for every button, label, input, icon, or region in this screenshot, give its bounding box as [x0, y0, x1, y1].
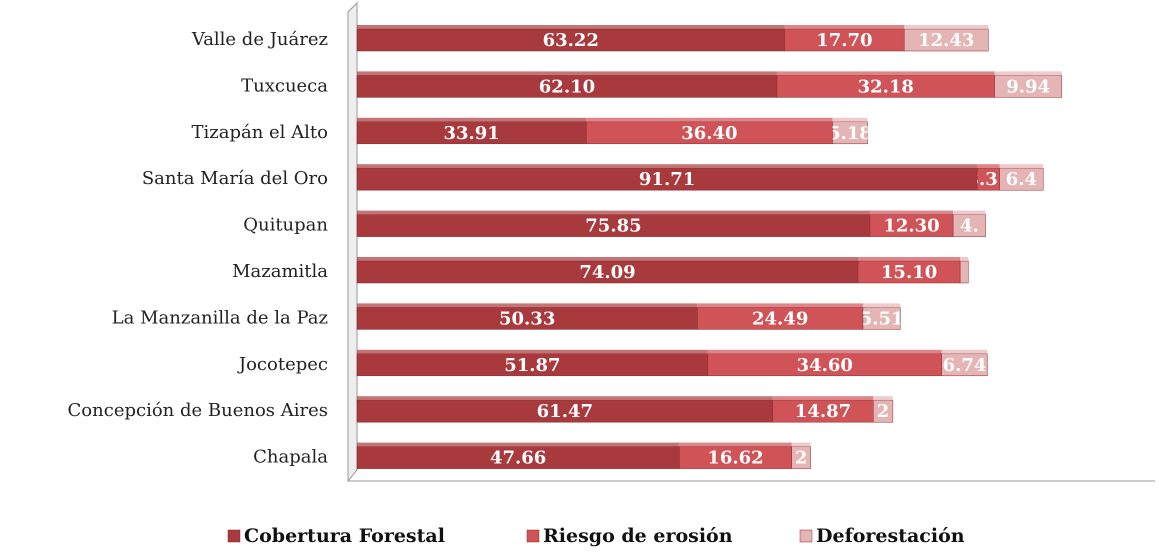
y-tick-label: Chapala — [253, 447, 328, 468]
bar-top — [873, 396, 893, 401]
y-tick-label: Valle de Juárez — [191, 29, 328, 50]
bar-top — [357, 257, 859, 261]
legend-swatch — [227, 529, 241, 543]
bar-top — [999, 164, 1044, 169]
bar-top — [357, 164, 978, 169]
bar-top — [858, 257, 961, 261]
value-label: 5.18 — [828, 123, 872, 144]
bar-top — [357, 442, 680, 447]
bar-top — [977, 164, 1000, 169]
y-tick-label: Jocotepec — [237, 354, 328, 375]
value-label: 14.87 — [795, 401, 851, 422]
bar-top — [707, 349, 942, 354]
value-label: 2 — [795, 448, 808, 469]
value-label: 9.94 — [1006, 76, 1050, 97]
y-tick-label: Santa María del Oro — [142, 168, 328, 189]
legend-swatch — [526, 529, 540, 543]
y-tick-label: Quitupan — [243, 215, 328, 236]
value-label: 61.47 — [537, 401, 593, 422]
value-label: 12.30 — [883, 216, 939, 237]
value-label: 17.70 — [816, 30, 872, 51]
bar-top — [862, 303, 901, 308]
bar-top — [869, 210, 954, 215]
bar-top — [357, 117, 587, 122]
y-tick-label: Mazamitla — [232, 261, 328, 282]
value-label: 51.87 — [504, 355, 560, 376]
bar-top — [357, 210, 870, 215]
y-tick-label: La Manzanilla de la Paz — [112, 307, 328, 328]
value-label: 32.18 — [858, 76, 914, 97]
value-label: 5.51 — [860, 308, 904, 329]
value-label: 47.66 — [490, 448, 546, 469]
value-label: 12.43 — [918, 30, 974, 51]
bar-top — [357, 71, 777, 76]
bar-top — [357, 303, 698, 308]
bar-top — [784, 25, 905, 29]
bar-top — [941, 349, 988, 354]
legend-swatch — [799, 529, 813, 543]
bar-top — [586, 117, 833, 122]
bar-top — [832, 117, 868, 122]
value-label: 2 — [877, 401, 890, 422]
axis-wall — [347, 1, 358, 483]
value-label: 24.49 — [752, 308, 808, 329]
bar-top — [357, 25, 785, 29]
bar-top — [994, 71, 1062, 76]
bar-top — [904, 25, 989, 29]
y-tick-label: Tuxcueca — [241, 75, 328, 96]
value-label: 63.22 — [543, 30, 599, 51]
value-label: 33.91 — [443, 123, 499, 144]
value-label: 34.60 — [797, 355, 853, 376]
bar-top — [357, 396, 773, 401]
bar-top — [791, 442, 811, 447]
y-tick-label: Tizapán el Alto — [191, 122, 328, 143]
bar-top — [357, 349, 708, 354]
legend-label: Riesgo de erosión — [543, 525, 733, 547]
value-label: 75.85 — [585, 216, 641, 237]
legend-label: Deforestación — [816, 525, 965, 547]
bar-segment — [959, 260, 969, 284]
legend-label: Cobertura Forestal — [244, 525, 445, 547]
bar-top — [697, 303, 863, 308]
value-label: 15.10 — [881, 262, 937, 283]
value-label: 4. — [960, 216, 979, 237]
bar-top — [679, 442, 792, 447]
bar-top — [772, 396, 874, 401]
value-label: 16.62 — [707, 448, 763, 469]
y-tick-label: Concepción de Buenos Aires — [68, 400, 328, 421]
value-label: 62.10 — [539, 76, 595, 97]
bar-top — [960, 257, 969, 261]
value-label: 6.74 — [943, 355, 987, 376]
value-label: 6.4 — [1006, 169, 1037, 190]
value-label: 74.09 — [579, 262, 635, 283]
value-label: 3.31 — [966, 169, 1010, 190]
value-label: 91.71 — [639, 169, 695, 190]
bar-top — [776, 71, 995, 76]
bar-top — [953, 210, 986, 215]
value-label: 50.33 — [499, 308, 555, 329]
value-label: 36.40 — [681, 123, 737, 144]
